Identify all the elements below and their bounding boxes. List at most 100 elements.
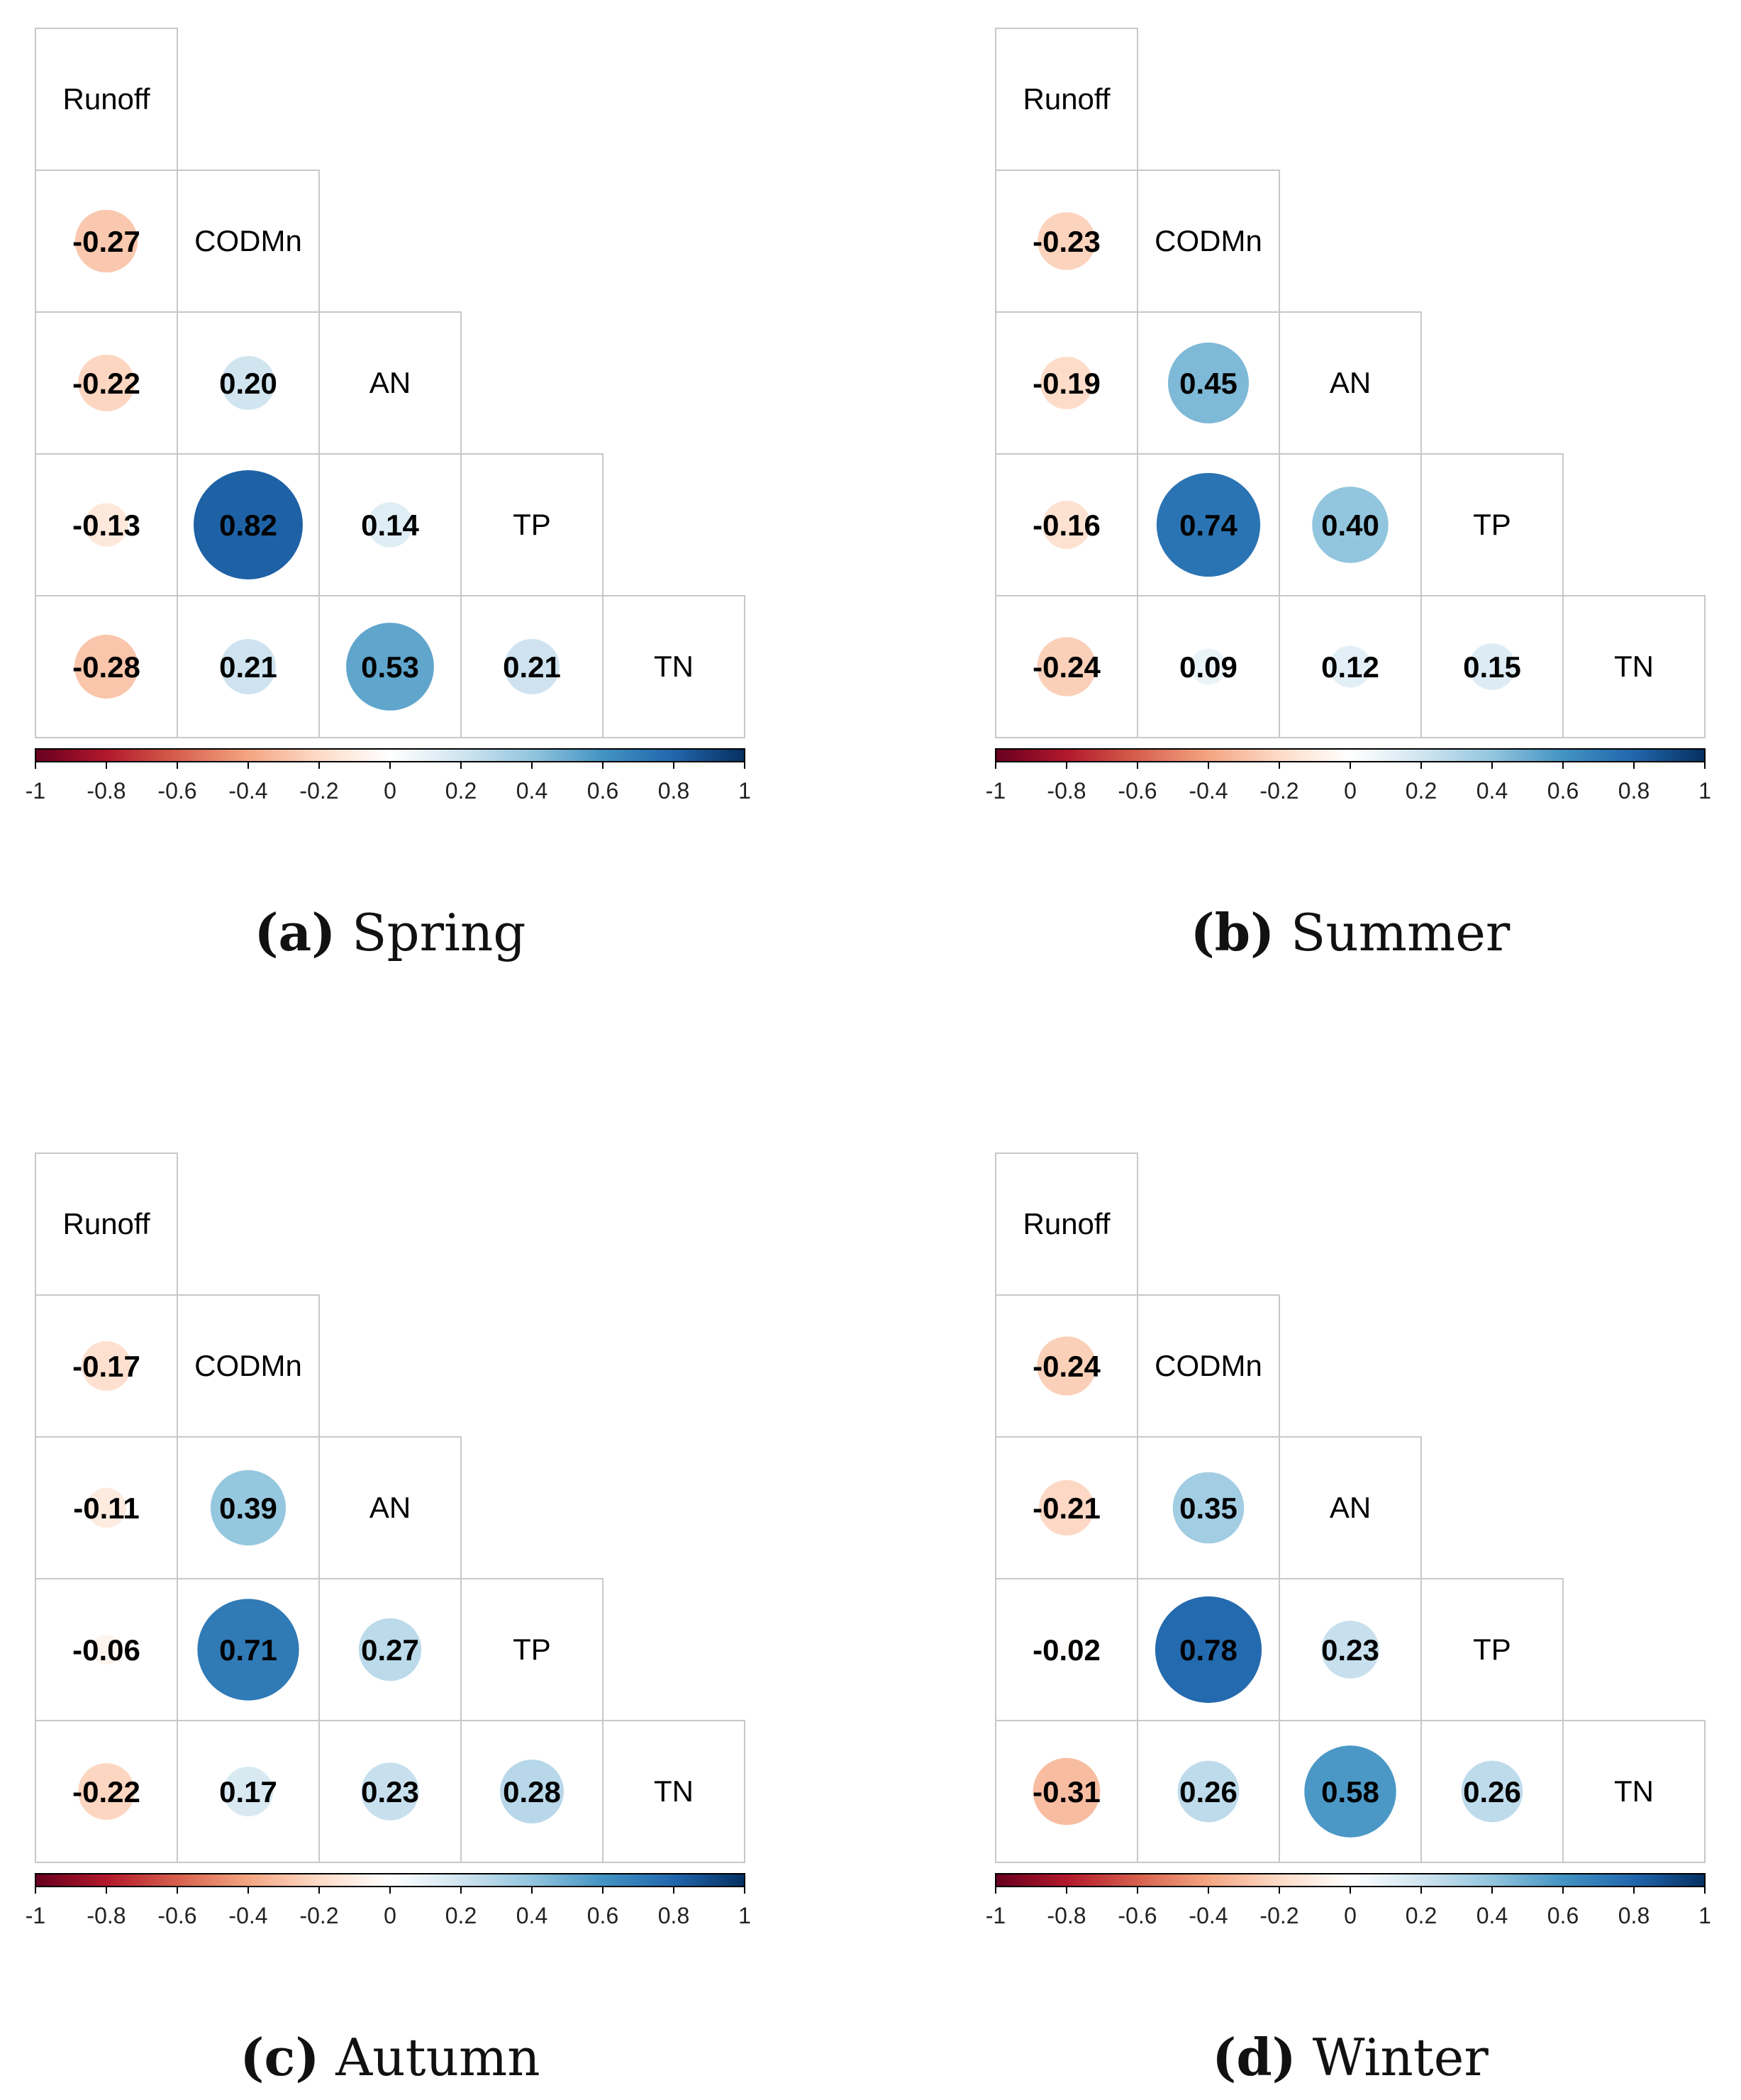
correlation-value: 0.21 bbox=[503, 650, 561, 684]
colorbar-tick-label: 0.4 bbox=[516, 778, 547, 804]
correlation-circle bbox=[91, 1635, 121, 1665]
variable-label: TN bbox=[1614, 1774, 1654, 1808]
colorbar-tick-label: 0.6 bbox=[1547, 1903, 1579, 1928]
colorbar-tick-label: -0.8 bbox=[87, 778, 126, 804]
correlation-circle bbox=[194, 470, 303, 579]
matrix-cell bbox=[177, 1294, 320, 1438]
colorbar-tick-label: -0.4 bbox=[228, 778, 267, 804]
colorbar-tick-label: -0.2 bbox=[1259, 1903, 1298, 1928]
variable-label: Runoff bbox=[63, 1207, 150, 1240]
correlation-value: 0.21 bbox=[219, 650, 277, 684]
colorbar-tick-label: -0.2 bbox=[299, 778, 338, 804]
variable-label: AN bbox=[1330, 366, 1371, 399]
correlation-circle bbox=[1172, 1472, 1245, 1544]
colorbar-tick-label: -0.2 bbox=[299, 1903, 338, 1928]
matrix-cell bbox=[35, 28, 178, 171]
correlation-circle bbox=[1304, 1745, 1396, 1838]
panel-caption: (b) Summer bbox=[1191, 902, 1511, 962]
correlation-circle bbox=[1469, 643, 1515, 690]
correlation-circle bbox=[74, 635, 138, 699]
variable-label: CODMn bbox=[194, 224, 302, 257]
correlation-value: 0.15 bbox=[1463, 650, 1521, 684]
correlation-circle bbox=[1038, 212, 1096, 270]
correlation-value: 0.14 bbox=[361, 509, 419, 542]
matrix-cell bbox=[177, 311, 320, 455]
variable-label: TN bbox=[654, 650, 694, 683]
correlation-circle bbox=[221, 355, 276, 411]
correlation-circle bbox=[74, 209, 138, 273]
correlation-circle bbox=[500, 1760, 564, 1823]
panel-caption: (d) Winter bbox=[1212, 2027, 1489, 2087]
colorbar bbox=[35, 1873, 745, 1887]
matrix-cell bbox=[602, 1720, 745, 1863]
panel-caption-label: Autumn bbox=[319, 2028, 540, 2087]
matrix-cell bbox=[35, 1152, 178, 1296]
colorbar-tick-label: 0.8 bbox=[1618, 1903, 1650, 1928]
matrix-cell bbox=[995, 28, 1138, 171]
matrix-cell bbox=[1137, 1294, 1280, 1438]
correlation-value: -0.06 bbox=[72, 1633, 140, 1667]
correlation-value: 0.35 bbox=[1179, 1491, 1237, 1525]
colorbar-tick-label: 0.2 bbox=[1406, 778, 1437, 804]
colorbar-tick-label: -0.2 bbox=[1259, 778, 1298, 804]
variable-label: CODMn bbox=[1155, 1349, 1262, 1382]
colorbar-tick-label: -0.4 bbox=[1189, 778, 1228, 804]
variable-label: TP bbox=[513, 508, 551, 541]
correlation-value: -0.27 bbox=[72, 225, 140, 258]
colorbar bbox=[35, 748, 745, 762]
matrix-cell bbox=[1279, 1436, 1422, 1579]
correlation-circle bbox=[1190, 648, 1227, 685]
colorbar-tick-label: -0.8 bbox=[1047, 1903, 1086, 1928]
correlation-circle bbox=[84, 503, 128, 547]
colorbar-tick-label: 0 bbox=[384, 778, 396, 804]
correlation-value: -0.22 bbox=[72, 367, 140, 400]
colorbar-tick-label: 1 bbox=[738, 778, 751, 804]
correlation-value: 0.26 bbox=[1179, 1775, 1237, 1809]
colorbar-tick-label: -0.6 bbox=[157, 1903, 196, 1928]
variable-label: CODMn bbox=[194, 1349, 302, 1382]
colorbar-tick-label: 0.4 bbox=[1476, 1903, 1508, 1928]
colorbar-tick-label: 0.4 bbox=[516, 1903, 547, 1928]
matrix-cell bbox=[602, 595, 745, 738]
variable-label: AN bbox=[369, 1491, 411, 1524]
panel-caption-label: Winter bbox=[1296, 2028, 1489, 2087]
colorbar-tick-label: -1 bbox=[26, 778, 45, 804]
correlation-value: 0.40 bbox=[1321, 509, 1379, 542]
colorbar-tick-label: -0.6 bbox=[157, 778, 196, 804]
correlation-circle bbox=[1033, 1757, 1101, 1826]
correlation-value: -0.19 bbox=[1033, 367, 1101, 400]
correlation-circle bbox=[1155, 1596, 1262, 1704]
colorbar-tick-label: -0.4 bbox=[228, 1903, 267, 1928]
panel-caption: (a) Spring bbox=[254, 902, 525, 962]
variable-label: Runoff bbox=[63, 82, 150, 116]
variable-label: TP bbox=[1473, 508, 1511, 541]
colorbar-tick-label: -0.6 bbox=[1118, 778, 1157, 804]
correlation-panel-4: Runoff-0.24 CODMn-0.21 0.35 AN-0.02 0.78 0.23… bbox=[986, 1152, 1711, 2087]
variable-label: AN bbox=[369, 366, 411, 399]
colorbar-tick-label: 0 bbox=[1344, 778, 1357, 804]
correlation-value: -0.11 bbox=[73, 1491, 139, 1525]
correlation-circle bbox=[221, 639, 276, 694]
colorbar-tick-label: 0.2 bbox=[445, 778, 477, 804]
correlation-value: 0.23 bbox=[361, 1775, 419, 1809]
colorbar-tick-label: 0 bbox=[384, 1903, 396, 1928]
matrix-cell bbox=[995, 1152, 1138, 1296]
colorbar-tick-label: 0.6 bbox=[1547, 778, 1579, 804]
correlation-value: -0.23 bbox=[1033, 225, 1101, 258]
panel-caption-label: Summer bbox=[1274, 903, 1511, 962]
colorbar-tick-label: -1 bbox=[986, 778, 1006, 804]
correlation-circle bbox=[1321, 1621, 1379, 1679]
colorbar-tick-label: -0.8 bbox=[1047, 778, 1086, 804]
colorbar bbox=[995, 748, 1706, 762]
correlation-panel-1: Runoff-0.27 CODMn-0.22 0.20 AN-0.13 0.82 0.14… bbox=[26, 28, 751, 962]
panel-caption-letter: (a) bbox=[254, 902, 335, 962]
correlation-value: 0.45 bbox=[1179, 367, 1237, 400]
panel-caption: (c) Autumn bbox=[240, 2027, 540, 2087]
correlation-circle bbox=[1167, 342, 1250, 424]
correlation-circle bbox=[1037, 637, 1096, 696]
colorbar-tick-label: -1 bbox=[26, 1903, 45, 1928]
correlation-circle bbox=[1177, 1760, 1240, 1823]
correlation-circle bbox=[504, 639, 560, 694]
colorbar-tick-label: 0.8 bbox=[658, 778, 689, 804]
correlation-circle bbox=[210, 1470, 287, 1546]
